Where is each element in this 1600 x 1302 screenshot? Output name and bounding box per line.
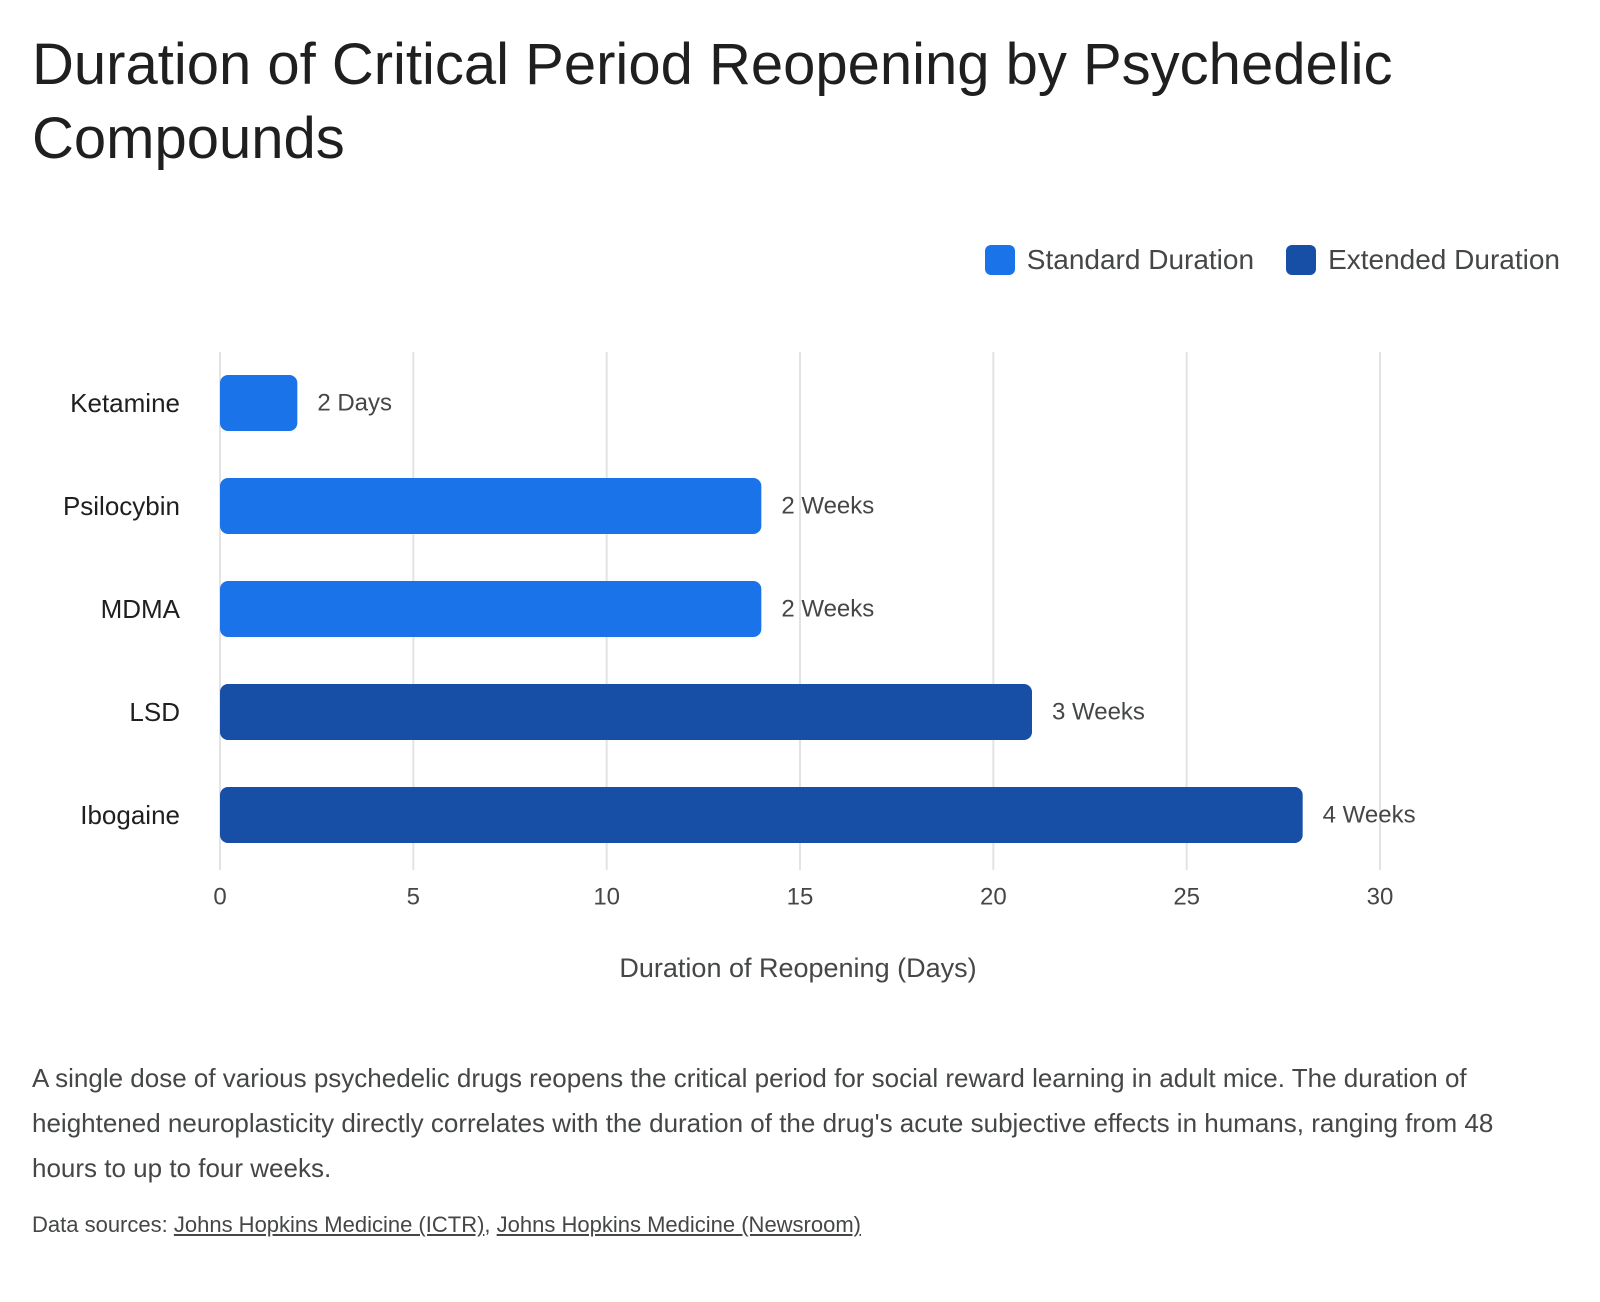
category-label: LSD [129,697,180,727]
bar [220,787,1303,843]
chart-legend: Standard Duration Extended Duration [984,244,1560,276]
legend-swatch-standard [984,245,1015,275]
x-tick-label: 30 [1367,884,1394,911]
x-axis-title: Duration of Reopening (Days) [619,953,976,983]
source-link-newsroom[interactable]: Johns Hopkins Medicine (Newsroom) [496,1212,862,1237]
x-tick-label: 0 [213,884,226,911]
sources-separator: , [484,1212,491,1237]
x-tick-label: 5 [407,884,420,911]
sources-prefix: Data sources: [32,1212,168,1237]
bar [220,478,762,534]
x-tick-label: 15 [787,884,814,911]
legend-item-extended[interactable]: Extended Duration [1286,244,1560,276]
legend-swatch-extended [1286,245,1317,275]
chart-description: A single dose of various psychedelic dru… [32,1063,1494,1183]
x-tick-label: 25 [1173,884,1200,911]
category-label: Ketamine [70,388,180,418]
bar-chart: Ketamine 2 Days Psilocybin 2 Weeks MDMA 2 Wee… [63,352,1416,983]
legend-label-standard: Standard Duration [1026,244,1255,275]
data-label: 2 Weeks [781,596,874,623]
chart-title: Duration of Critical Period Reopening by… [32,32,1393,171]
bar [220,581,762,637]
x-tick-label: 20 [980,884,1007,911]
bar [220,375,298,431]
data-label: 3 Weeks [1052,699,1145,726]
category-label: Psilocybin [63,491,180,521]
category-label: MDMA [101,594,181,624]
legend-item-standard[interactable]: Standard Duration [984,244,1255,276]
source-link-ictr[interactable]: Johns Hopkins Medicine (ICTR) [173,1212,485,1237]
data-label: 2 Days [317,390,392,417]
data-label: 2 Weeks [781,493,874,520]
bar [220,684,1032,740]
category-label: Ibogaine [80,800,180,830]
data-label: 4 Weeks [1323,802,1416,829]
data-sources: Data sources: Johns Hopkins Medicine (IC… [32,1212,861,1238]
legend-label-extended: Extended Duration [1328,244,1560,275]
x-tick-label: 10 [593,884,620,911]
